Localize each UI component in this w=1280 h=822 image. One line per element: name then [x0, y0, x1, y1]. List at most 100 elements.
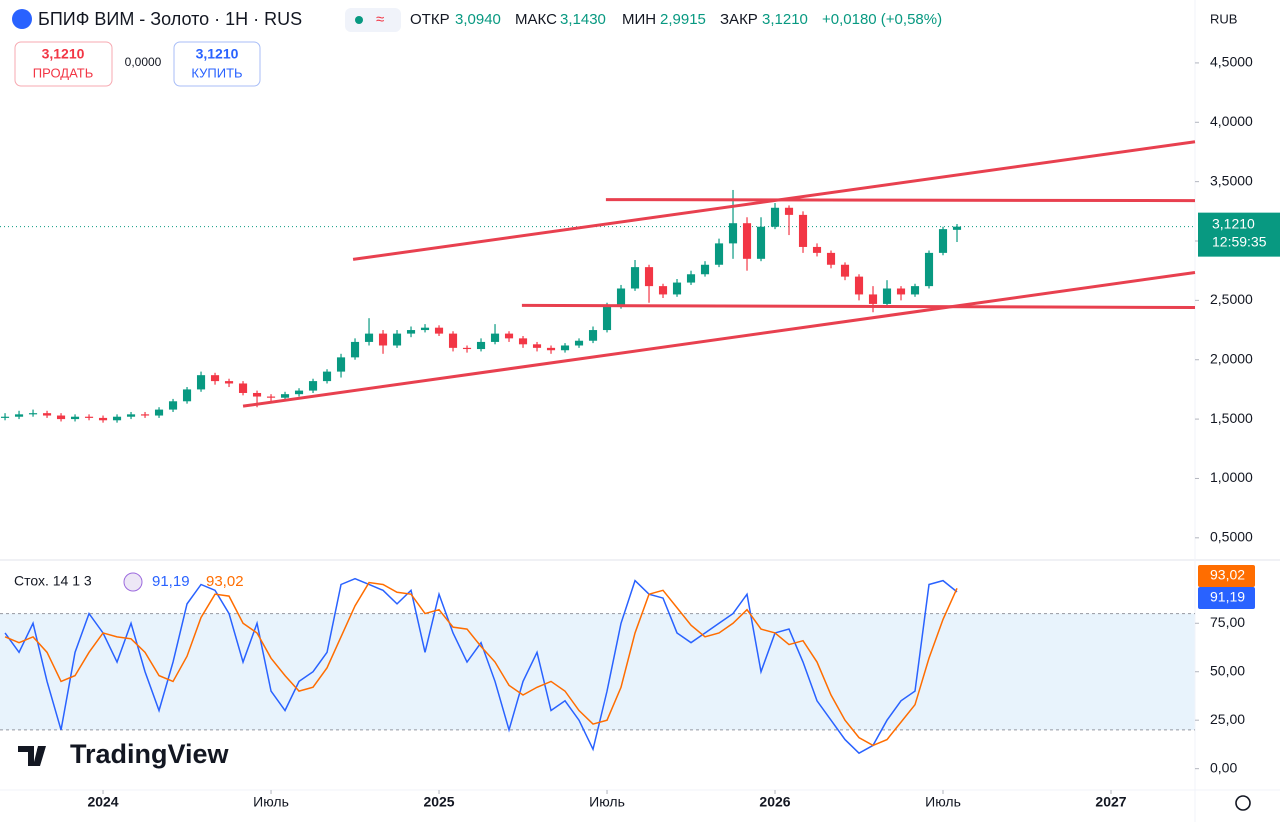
candle-body: [658, 286, 668, 295]
candle-body: [140, 414, 150, 416]
candle-body: [462, 347, 472, 350]
y-tick-label: 2,0000: [1210, 350, 1253, 366]
candle-body: [28, 413, 38, 415]
legend-value: 3,1210: [762, 11, 808, 28]
candle-body: [420, 327, 430, 331]
candle-body: [882, 288, 892, 304]
candle-body: [294, 390, 304, 395]
legend-label: ЗАКР: [720, 11, 758, 28]
buy-price[interactable]: 3,1210: [196, 46, 239, 62]
stoch-band-fill: [0, 613, 1195, 730]
y-tick-label: 2,5000: [1210, 291, 1253, 307]
candle-body: [0, 416, 10, 418]
candle-body: [336, 357, 346, 372]
candle-body: [14, 414, 24, 417]
y-tick-label: 4,5000: [1210, 54, 1253, 70]
x-tick-label: Июль: [253, 794, 289, 810]
candle-body: [798, 214, 808, 247]
candle-body: [784, 207, 794, 215]
candle-body: [42, 413, 52, 416]
indicator-axis-label: [1198, 565, 1255, 587]
candle-body: [952, 226, 962, 230]
status-badge: [345, 8, 401, 32]
candle-body: [252, 392, 262, 397]
candle-body: [910, 286, 920, 295]
x-tick-label: 2025: [423, 794, 454, 810]
sell-price[interactable]: 3,1210: [42, 46, 85, 62]
trend-line: [605, 198, 1196, 203]
candle-body: [588, 330, 598, 341]
candle-body: [602, 306, 612, 331]
settings-icon[interactable]: [1235, 795, 1251, 811]
candle-body: [700, 264, 710, 275]
candle-body: [476, 341, 486, 350]
legend-label: МИН: [622, 11, 656, 28]
candle-body: [448, 333, 458, 348]
buy-button[interactable]: [173, 41, 261, 87]
x-tick-label: 2024: [87, 794, 118, 810]
currency[interactable]: RUB: [1210, 11, 1237, 26]
candle-body: [840, 264, 850, 277]
candle-body: [826, 252, 836, 265]
candle-body: [742, 223, 752, 259]
trend-line: [521, 303, 1196, 309]
candle-body: [616, 288, 626, 307]
legend-value: 2,9915: [660, 11, 706, 28]
candle-body: [308, 381, 318, 391]
sell-label[interactable]: ПРОДАТЬ: [33, 65, 94, 80]
candle-body: [126, 414, 136, 417]
indicator-icon: [123, 572, 143, 592]
candle-body: [238, 383, 248, 393]
last-price-label: 3,1210: [1212, 215, 1255, 231]
stoch-line: [4, 581, 958, 747]
indicator-title: Стох. 14 1 3: [14, 573, 92, 589]
candle-body: [406, 330, 416, 334]
symbol-title: БПИФ ВИМ - Золото · 1Н · RUS: [38, 9, 302, 29]
candle-body: [770, 207, 780, 227]
y-tick-label: 1,5000: [1210, 410, 1253, 426]
candle-body: [266, 396, 276, 398]
stoch-tick-label: 25,00: [1210, 711, 1245, 727]
candle-body: [112, 416, 122, 421]
candle-body: [728, 223, 738, 244]
legend-value: 3,0940: [455, 11, 501, 28]
candle-body: [210, 375, 220, 382]
candle-body: [490, 333, 500, 342]
candle-body: [322, 371, 332, 382]
x-tick-label: 2026: [759, 794, 790, 810]
indicator-value: 91,19: [152, 573, 190, 590]
last-price-box: [1198, 212, 1280, 257]
candle-body: [350, 341, 360, 358]
candle-body: [924, 252, 934, 287]
candle-body: [868, 294, 878, 304]
legend-value: 3,1430: [560, 11, 606, 28]
candle-body: [714, 243, 724, 265]
y-tick-label: 4,0000: [1210, 113, 1253, 129]
candle-body: [644, 267, 654, 287]
stoch-tick-label: 75,00: [1210, 614, 1245, 630]
candle-body: [574, 340, 584, 346]
candle-body: [98, 417, 108, 421]
legend-label: МАКС: [515, 11, 557, 28]
candle-body: [938, 229, 948, 253]
candle-body: [182, 389, 192, 402]
sell-button[interactable]: [14, 41, 113, 87]
candle-body: [672, 282, 682, 295]
legend-label: ОТКР: [410, 11, 450, 28]
candle-body: [812, 246, 822, 253]
buy-label[interactable]: КУПИТЬ: [191, 65, 242, 80]
stoch-tick-label: 50,00: [1210, 662, 1245, 678]
countdown: 12:59:35: [1212, 233, 1267, 249]
candle-body: [70, 416, 80, 420]
candle-body: [532, 344, 542, 348]
candle-body: [560, 345, 570, 351]
x-tick-label: Июль: [925, 794, 961, 810]
candle-body: [630, 267, 640, 289]
indicator-axis-text: 91,19: [1210, 589, 1245, 605]
candle-body: [854, 276, 864, 295]
symbol-icon: [12, 9, 32, 29]
approx-icon: ≈: [376, 11, 384, 28]
y-tick-label: 1,0000: [1210, 469, 1253, 485]
trend-line: [242, 270, 1196, 408]
